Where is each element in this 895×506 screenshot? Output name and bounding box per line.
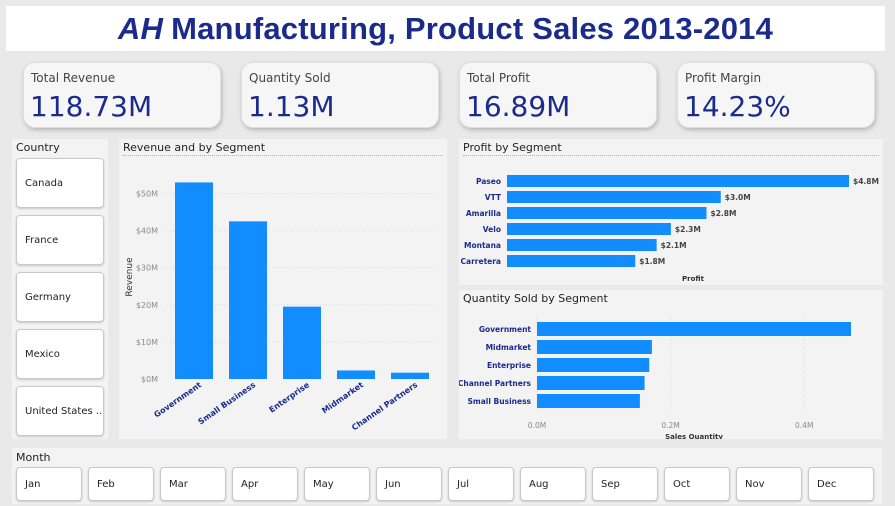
bar-small-business xyxy=(537,394,640,408)
x-axis-label: Sales Quantity xyxy=(665,433,723,439)
kpi-value: 118.73M xyxy=(30,90,153,123)
profit-by-segment-panel: Profit by Segment Paseo $4.8M VTT $3.0M Amar… xyxy=(459,139,883,285)
data-label: $3.0M xyxy=(725,193,751,202)
y-tick-label: Amarilla xyxy=(466,209,501,218)
x-tick-label: Midmarket xyxy=(320,380,365,415)
y-tick-label: Midmarket xyxy=(486,343,532,352)
x-tick-label: Government xyxy=(152,380,203,419)
kpi-card-total-profit: Total Profit 16.89M xyxy=(459,62,657,128)
y-tick-label: VTT xyxy=(485,193,502,202)
x-axis-label: Profit xyxy=(682,275,705,283)
kpi-label: Profit Margin xyxy=(685,71,762,85)
bar-velo xyxy=(507,223,671,235)
kpi-card-quantity-sold: Quantity Sold 1.13M xyxy=(241,62,439,128)
y-tick-label: Carretera xyxy=(461,257,501,266)
y-tick-label: Government xyxy=(479,325,532,334)
revenue-by-segment-chart: $0M $10M $20M $30M $40M $50M Revenue Government… xyxy=(125,182,437,432)
report-title-text: Manufacturing, Product Sales 2013-2014 xyxy=(171,10,774,46)
y-tick-label: Velo xyxy=(483,225,501,234)
y-tick-label: Small Business xyxy=(468,397,532,406)
bar-midmarket xyxy=(537,340,652,354)
y-tick-label: Montana xyxy=(464,241,501,250)
quantity-by-segment-chart: 0.0M 0.2M 0.4M Government Midmarket Enterpris… xyxy=(459,316,851,439)
data-label: $4.8M xyxy=(853,177,879,186)
title-divider xyxy=(463,155,879,156)
chart-title: Profit by Segment xyxy=(463,141,562,154)
x-tick-label: 0.4M xyxy=(795,421,813,430)
report-title-brand: AH xyxy=(117,10,164,46)
y-axis-label: Revenue xyxy=(125,257,135,297)
title-divider xyxy=(123,155,443,156)
month-option-jul[interactable]: Jul xyxy=(448,467,514,501)
kpi-label: Total Profit xyxy=(467,71,531,85)
country-option-germany[interactable]: Germany xyxy=(16,272,104,322)
bar-enterprise xyxy=(283,306,321,379)
profit-by-segment-chart: Paseo $4.8M VTT $3.0M Amarilla $2.8M Velo $2.3M… xyxy=(461,175,879,283)
y-tick-label: Enterprise xyxy=(487,361,531,370)
month-option-mar[interactable]: Mar xyxy=(160,467,226,501)
kpi-label: Quantity Sold xyxy=(249,71,331,85)
report-title-bar: AH Manufacturing, Product Sales 2013-2014 xyxy=(6,6,885,51)
revenue-by-segment-panel: Revenue and by Segment $0M $10M $20M $30M $4… xyxy=(119,139,447,439)
kpi-value: 16.89M xyxy=(466,90,571,123)
month-slicer-title: Month xyxy=(16,451,51,464)
kpi-value: 14.23% xyxy=(684,90,791,123)
country-slicer: Country Canada France Germany Mexico Uni… xyxy=(12,139,108,439)
kpi-card-total-revenue: Total Revenue 118.73M xyxy=(23,62,221,128)
month-option-aug[interactable]: Aug xyxy=(520,467,586,501)
y-tick-label: $40M xyxy=(136,227,158,236)
report-title: AH Manufacturing, Product Sales 2013-2014 xyxy=(118,11,773,47)
data-label: $2.1M xyxy=(661,241,687,250)
bar-montana xyxy=(507,239,657,251)
chart-title: Quantity Sold by Segment xyxy=(463,292,608,305)
month-option-sep[interactable]: Sep xyxy=(592,467,658,501)
x-tick-label: Enterprise xyxy=(268,380,312,415)
x-tick-label: 0.2M xyxy=(661,421,679,430)
month-slicer: Month Jan Feb Mar Apr May Jun Jul Aug Se… xyxy=(12,448,882,504)
y-tick-label: $50M xyxy=(136,190,158,199)
bar-midmarket xyxy=(337,370,375,379)
kpi-value: 1.13M xyxy=(248,90,335,123)
kpi-card-profit-margin: Profit Margin 14.23% xyxy=(677,62,875,128)
country-option-canada[interactable]: Canada xyxy=(16,158,104,208)
y-tick-label: Paseo xyxy=(476,177,501,186)
y-tick-label: $30M xyxy=(136,264,158,273)
kpi-label: Total Revenue xyxy=(31,71,116,85)
bar-enterprise xyxy=(537,358,650,372)
x-tick-label: Small Business xyxy=(197,380,258,426)
bar-government xyxy=(175,182,213,379)
x-tick-label: 0.0M xyxy=(528,421,546,430)
bar-vtt xyxy=(507,191,721,203)
month-option-jun[interactable]: Jun xyxy=(376,467,442,501)
y-tick-label: $0M xyxy=(141,375,158,384)
data-label: $2.8M xyxy=(711,209,737,218)
month-option-may[interactable]: May xyxy=(304,467,370,501)
bar-carretera xyxy=(507,255,636,267)
bar-channel-partners xyxy=(537,376,645,390)
bar-amarilla xyxy=(507,207,707,219)
bar-small-business xyxy=(229,221,267,379)
bar-paseo xyxy=(507,175,849,187)
data-label: $2.3M xyxy=(675,225,701,234)
month-option-jan[interactable]: Jan xyxy=(16,467,82,501)
y-tick-label: $20M xyxy=(136,301,158,310)
data-label: $1.8M xyxy=(639,257,665,266)
month-option-oct[interactable]: Oct xyxy=(664,467,730,501)
bar-channel-partners xyxy=(391,372,429,379)
month-option-feb[interactable]: Feb xyxy=(88,467,154,501)
country-option-mexico[interactable]: Mexico xyxy=(16,329,104,379)
month-option-dec[interactable]: Dec xyxy=(808,467,874,501)
country-option-france[interactable]: France xyxy=(16,215,104,265)
month-option-nov[interactable]: Nov xyxy=(736,467,802,501)
month-option-apr[interactable]: Apr xyxy=(232,467,298,501)
bar-government xyxy=(537,322,851,336)
y-tick-label: Channel Partners xyxy=(459,379,532,388)
country-slicer-title: Country xyxy=(16,141,60,154)
y-tick-label: $10M xyxy=(136,338,158,347)
chart-title: Revenue and by Segment xyxy=(123,141,266,154)
quantity-by-segment-panel: Quantity Sold by Segment 0.0M 0.2M 0.4M Gov… xyxy=(459,290,883,439)
country-option-united-states[interactable]: United States ... xyxy=(16,386,104,436)
